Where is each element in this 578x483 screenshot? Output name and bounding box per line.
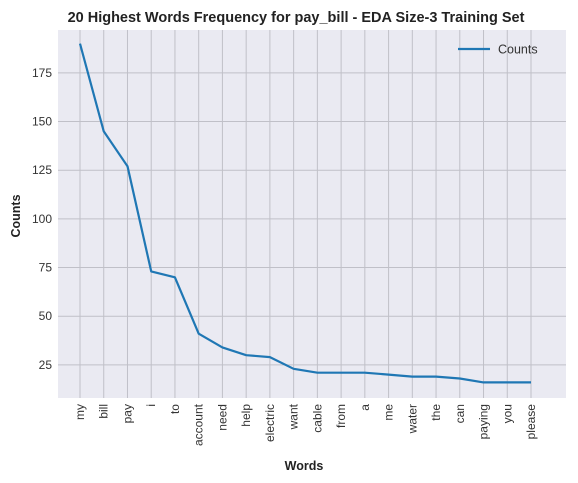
legend: Counts	[458, 43, 538, 57]
y-tick-label: 25	[39, 358, 53, 372]
x-tick-label: me	[382, 404, 396, 421]
y-tick-label: 50	[39, 309, 53, 323]
y-axis-label: Counts	[9, 194, 23, 237]
y-tick-label: 75	[39, 261, 53, 275]
x-tick-label: want	[287, 403, 301, 430]
x-axis-label: Words	[285, 459, 324, 473]
x-tick-label: my	[73, 404, 87, 420]
x-tick-label: pay	[120, 404, 134, 423]
x-tick-label: bill	[97, 404, 111, 419]
y-tick-labels: 25 50 75 100 125 150 175	[32, 66, 52, 372]
y-tick-label: 175	[32, 66, 52, 80]
grid-lines	[58, 30, 566, 398]
x-tick-label: a	[358, 404, 372, 411]
y-tick-label: 150	[32, 115, 52, 129]
x-tick-label: electric	[263, 404, 277, 442]
x-tick-label: account	[192, 403, 206, 446]
y-tick-label: 100	[32, 212, 52, 226]
series-line-counts	[78, 43, 531, 384]
x-tick-label: need	[215, 404, 229, 431]
x-tick-label: water	[405, 404, 419, 434]
x-tick-label: the	[429, 404, 443, 421]
x-tick-label: cable	[310, 404, 324, 433]
x-tick-label: please	[524, 404, 538, 440]
x-tick-labels: my bill pay i to account need help electric want c…	[73, 403, 538, 446]
plot-area	[58, 30, 566, 398]
x-tick-label: you	[500, 404, 514, 423]
x-tick-label: i	[144, 404, 158, 407]
x-tick-label: to	[168, 404, 182, 414]
x-tick-label: help	[239, 404, 253, 427]
x-tick-label: paying	[477, 404, 491, 439]
x-tick-label: from	[334, 404, 348, 428]
legend-label: Counts	[498, 43, 538, 57]
chart-title: 20 Highest Words Frequency for pay_bill …	[68, 10, 525, 26]
x-tick-label: can	[453, 404, 467, 423]
y-tick-label: 125	[32, 163, 52, 177]
